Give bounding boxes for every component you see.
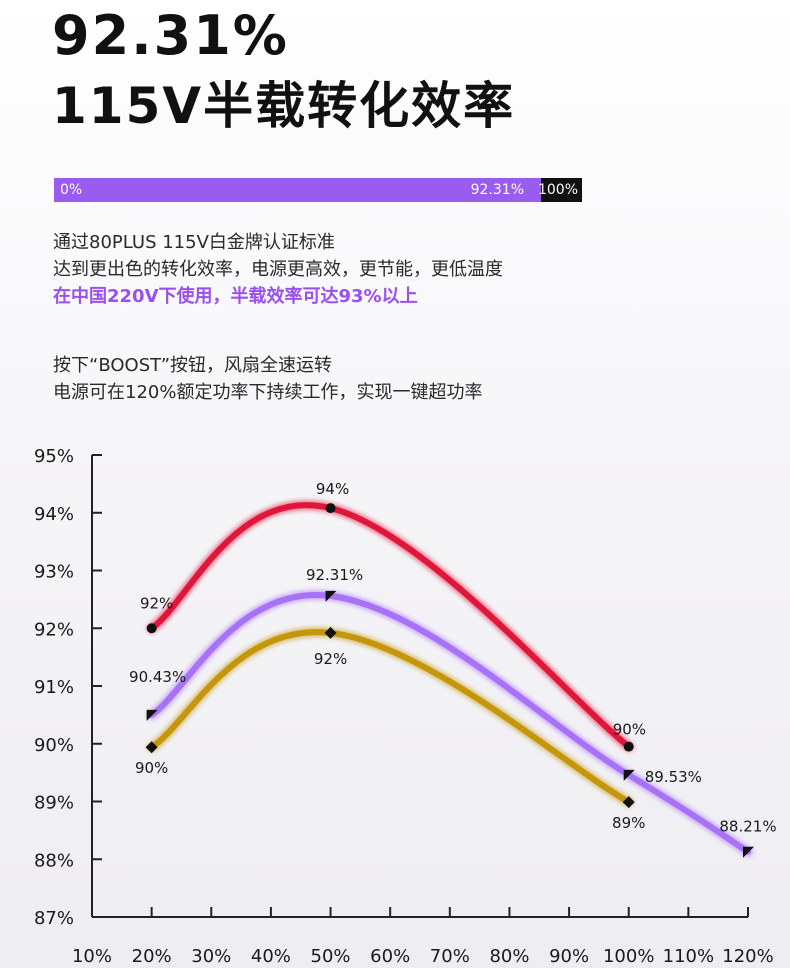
y-tick-label: 91% — [34, 677, 74, 698]
data-label: 90.43% — [129, 668, 186, 686]
progress-fill — [54, 178, 542, 202]
y-tick-label: 89% — [34, 793, 74, 814]
description-line: 通过80PLUS 115V白金牌认证标准 — [53, 232, 335, 253]
x-tick-label: 60% — [370, 946, 410, 967]
x-tick-label: 70% — [430, 946, 470, 967]
x-tick-label: 20% — [132, 946, 172, 967]
page-title: 115V半载转化效率 — [52, 77, 516, 135]
series-line-glow — [146, 589, 753, 857]
circle-marker — [146, 623, 157, 634]
data-label: 94% — [316, 480, 349, 498]
series-line — [148, 629, 632, 806]
series-line-glow — [146, 627, 634, 808]
circle-marker — [623, 741, 634, 752]
x-tick-label: 100% — [603, 946, 654, 967]
data-label: 88.21% — [719, 818, 776, 836]
description-line: 达到更出色的转化效率，电源更高效，更节能，更低温度 — [53, 259, 503, 280]
triangle-marker — [146, 709, 158, 721]
x-tick-label: 90% — [549, 946, 589, 967]
triangle-marker — [743, 846, 754, 858]
diamond-marker — [622, 796, 635, 809]
data-label: 89.53% — [645, 768, 702, 786]
data-label: 90% — [613, 721, 646, 739]
efficiency-value: 92.31% — [52, 4, 289, 67]
description-line: 按下“BOOST”按钮，风扇全速运转 — [53, 355, 333, 376]
data-label: 92% — [140, 594, 173, 612]
x-tick-label: 120% — [722, 946, 773, 967]
efficiency-progress-bar: 0% 92.31% 100% — [54, 178, 582, 202]
circle-marker — [325, 503, 336, 514]
x-tick-label: 30% — [191, 946, 231, 967]
series-line — [148, 502, 632, 750]
boost-description: 按下“BOOST”按钮，风扇全速运转 电源可在120%额定功率下持续工作，实现一… — [53, 352, 482, 406]
triangle-marker — [325, 590, 337, 602]
description-line: 电源可在120%额定功率下持续工作，实现一键超功率 — [53, 382, 483, 403]
y-tick-label: 95% — [34, 446, 74, 467]
data-label: 92% — [314, 650, 347, 668]
y-tick-label: 88% — [34, 850, 74, 871]
series-line — [148, 591, 751, 855]
x-tick-label: 10% — [72, 946, 112, 967]
y-tick-label: 94% — [34, 504, 74, 525]
y-tick-label: 92% — [34, 619, 74, 640]
certification-description: 通过80PLUS 115V白金牌认证标准 达到更出色的转化效率，电源更高效，更节… — [53, 229, 503, 310]
y-tick-label: 87% — [34, 908, 74, 929]
efficiency-line-chart: 87% 88% 89% 90% 91% 92% 93% 94% 95% 10% 20% 30% 40% 5… — [34, 446, 777, 967]
diamond-marker — [145, 741, 158, 754]
progress-end-label: 100% — [537, 182, 578, 198]
x-tick-label: 80% — [489, 946, 529, 967]
series-line-glow — [146, 500, 634, 752]
data-label: 90% — [135, 759, 168, 777]
y-tick-label: 93% — [34, 562, 74, 583]
y-tick-label: 90% — [34, 735, 74, 756]
x-tick-label: 40% — [251, 946, 291, 967]
diamond-marker — [324, 626, 337, 639]
highlight-line: 在中国220V下使用，半载效率可达93%以上 — [53, 286, 418, 307]
data-label: 89% — [612, 814, 645, 832]
progress-start-label: 0% — [60, 182, 83, 198]
triangle-marker — [623, 769, 635, 781]
data-label: 92.31% — [306, 566, 363, 584]
x-tick-label: 50% — [311, 946, 351, 967]
progress-value-label: 92.31% — [470, 182, 524, 198]
x-tick-label: 110% — [663, 946, 714, 967]
